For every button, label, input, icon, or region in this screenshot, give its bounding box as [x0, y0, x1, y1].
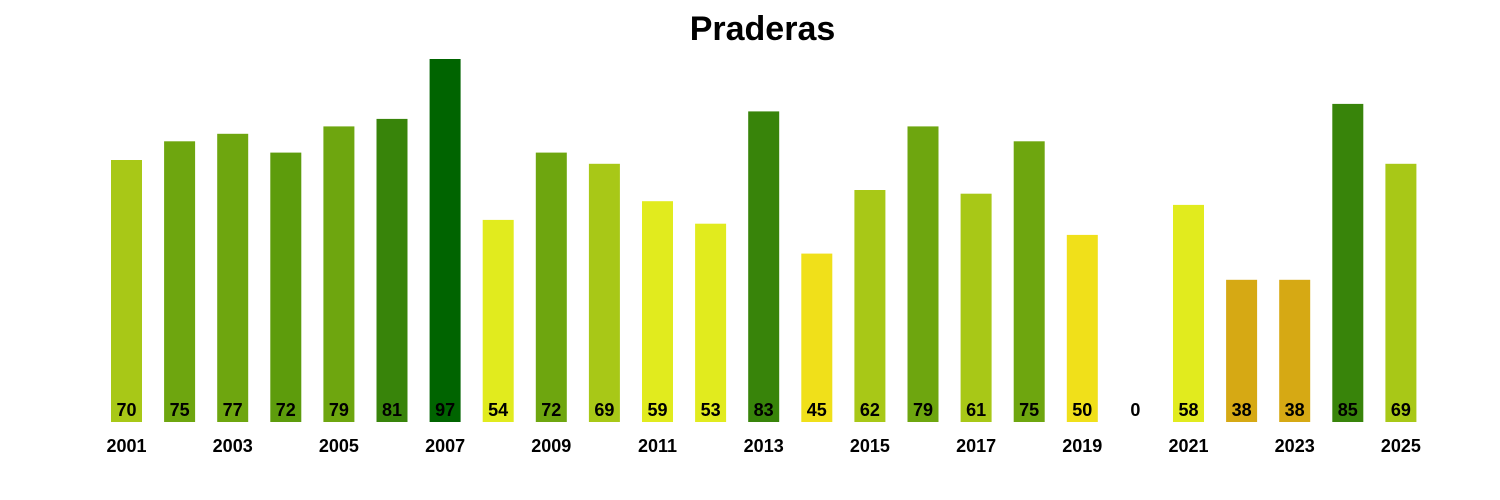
x-tick-label-2017: 2017 — [956, 436, 996, 456]
bar-2005 — [323, 126, 355, 423]
data-label-2020: 0 — [1130, 400, 1140, 420]
chart-title: Praderas — [689, 10, 836, 48]
bar-2024 — [1332, 103, 1364, 423]
bar-2008 — [482, 219, 514, 422]
x-tick-label-2001: 2001 — [106, 436, 146, 456]
x-tick-label-2025: 2025 — [1381, 436, 1421, 456]
bar-2013 — [748, 111, 780, 423]
x-tick-label-2007: 2007 — [425, 436, 465, 456]
data-label-2014: 45 — [807, 400, 827, 420]
bar-2018 — [1013, 141, 1045, 423]
bar-2021 — [1173, 204, 1204, 422]
bar-2023 — [1279, 279, 1311, 422]
data-label-2010: 69 — [594, 400, 614, 420]
data-label-2006: 81 — [382, 400, 402, 420]
data-label-2015: 62 — [860, 400, 880, 420]
bar-2019 — [1066, 234, 1098, 422]
x-tick-label-2021: 2021 — [1168, 436, 1208, 456]
bar-2014 — [801, 253, 833, 422]
x-tick-label-2019: 2019 — [1062, 436, 1102, 456]
bar-2015 — [854, 190, 886, 422]
x-tick-label-2015: 2015 — [850, 436, 890, 456]
bar-2012 — [695, 223, 727, 422]
x-tick-label-2003: 2003 — [213, 436, 253, 456]
data-label-2008: 54 — [488, 400, 508, 420]
data-label-2002: 75 — [170, 400, 190, 420]
data-label-2013: 83 — [754, 400, 774, 420]
bar-2025 — [1385, 163, 1417, 423]
data-label-2019: 50 — [1072, 400, 1092, 420]
bar-2009 — [535, 152, 567, 422]
bar-2017 — [960, 193, 992, 422]
data-label-2023: 38 — [1285, 400, 1305, 420]
data-label-2009: 72 — [541, 400, 561, 420]
bar-2002 — [164, 141, 196, 423]
x-tick-label-2023: 2023 — [1275, 436, 1315, 456]
data-label-2025: 69 — [1391, 400, 1411, 420]
x-tick-label-2011: 2011 — [638, 436, 677, 456]
data-label-2005: 79 — [329, 400, 349, 420]
bar-2003 — [217, 133, 249, 423]
bar-2016 — [907, 126, 939, 423]
data-label-2003: 77 — [223, 400, 243, 420]
data-label-2012: 53 — [701, 400, 721, 420]
x-tick-label-2009: 2009 — [531, 436, 571, 456]
data-label-2018: 75 — [1019, 400, 1039, 420]
data-label-2022: 38 — [1232, 400, 1252, 420]
bar-2006 — [376, 118, 408, 423]
data-label-2024: 85 — [1338, 400, 1358, 420]
data-label-2021: 58 — [1178, 400, 1198, 420]
bar-2007 — [429, 59, 461, 422]
data-label-2011: 59 — [647, 400, 667, 420]
bar-2011 — [642, 201, 673, 422]
x-tick-label-2013: 2013 — [744, 436, 784, 456]
data-label-2004: 72 — [276, 400, 296, 420]
bar-2010 — [588, 163, 620, 423]
x-tick-label-2005: 2005 — [319, 436, 359, 456]
data-label-2016: 79 — [913, 400, 933, 420]
bar-2004 — [270, 152, 302, 422]
data-label-2001: 70 — [116, 400, 136, 420]
bar-2022 — [1226, 279, 1258, 422]
data-label-2007: 97 — [435, 400, 455, 420]
data-label-2017: 61 — [966, 400, 986, 420]
bar-2001 — [111, 160, 142, 422]
